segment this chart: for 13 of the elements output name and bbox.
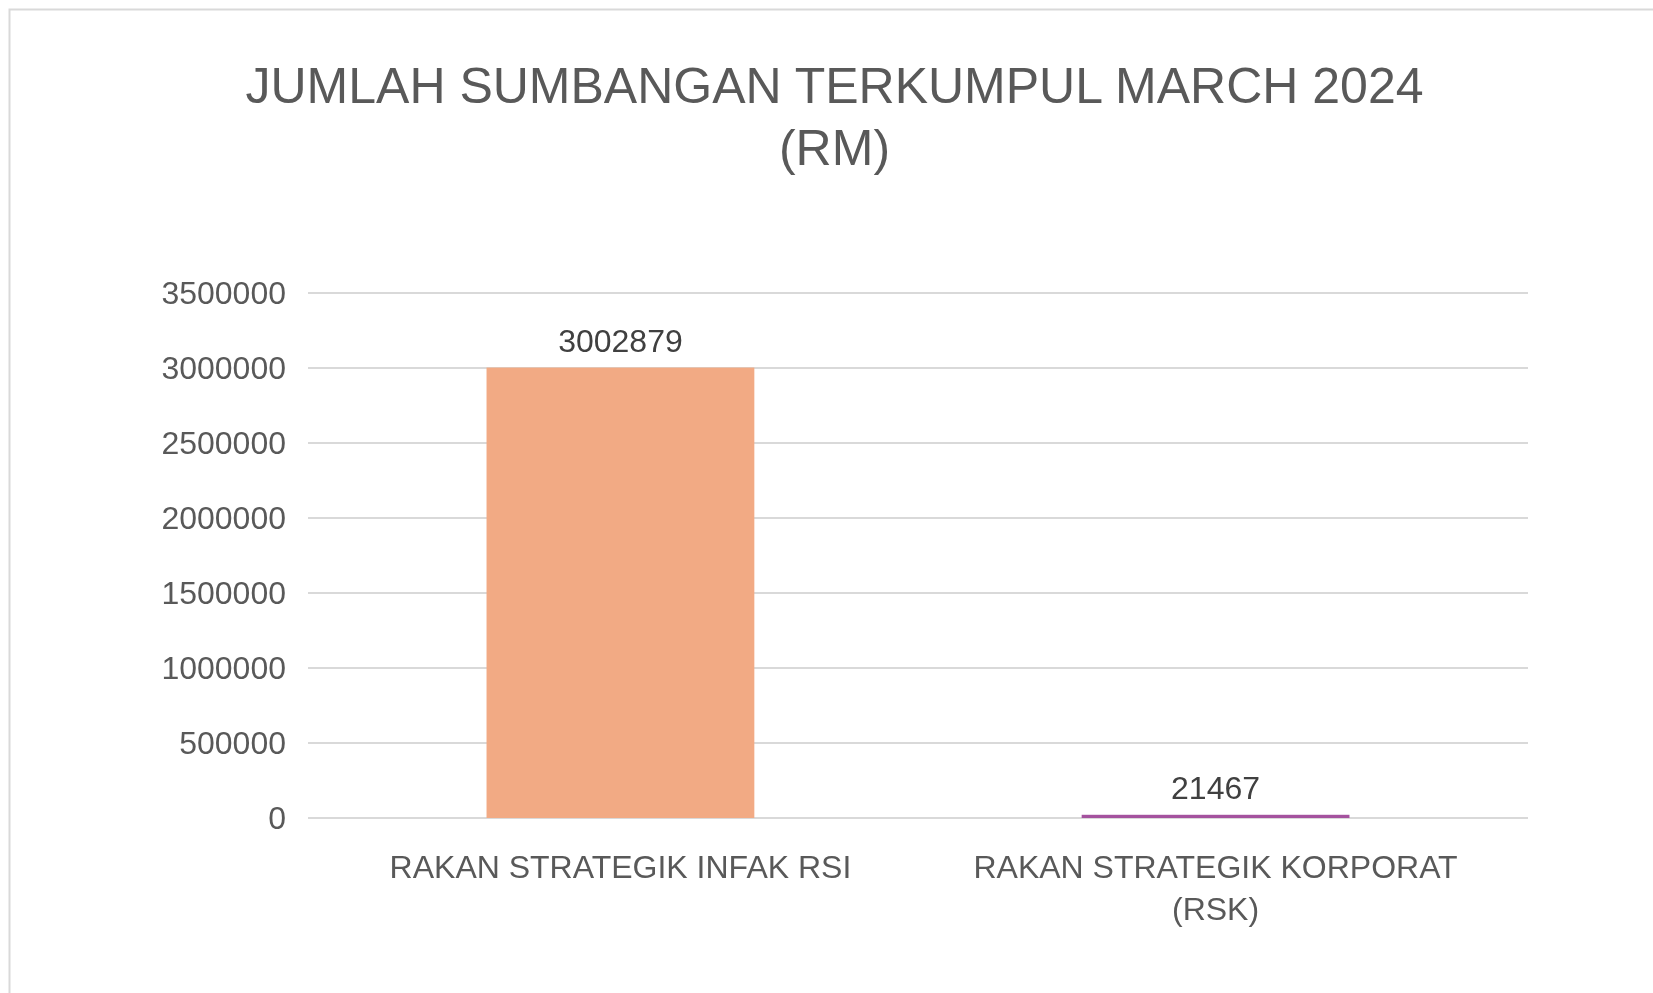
data-label: 3002879 xyxy=(558,322,683,359)
y-tick-label: 3000000 xyxy=(161,350,286,387)
y-tick-label: 0 xyxy=(268,800,286,837)
y-tick-label: 1500000 xyxy=(161,575,286,612)
data-label: 21467 xyxy=(1171,769,1261,806)
x-tick-label: RAKAN STRATEGIK KORPORAT (RSK) xyxy=(973,849,1458,927)
y-tick-label: 2000000 xyxy=(161,500,286,537)
y-tick-label: 2500000 xyxy=(161,425,286,462)
y-tick-label: 500000 xyxy=(179,725,286,762)
y-tick-label: 3500000 xyxy=(161,275,286,312)
y-tick-label: 1000000 xyxy=(161,650,286,687)
chart-title: JUMLAH SUMBANGAN TERKUMPUL MARCH 2024 (RM) xyxy=(245,58,1424,176)
x-tick-label: RAKAN STRATEGIK INFAK RSI xyxy=(389,849,852,885)
